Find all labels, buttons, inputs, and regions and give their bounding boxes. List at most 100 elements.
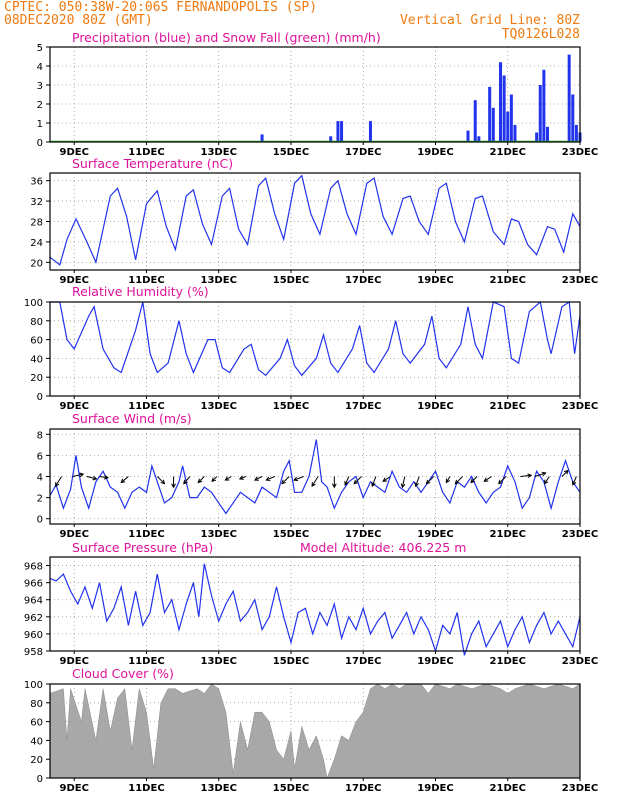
pressure-ytick-label: 966 [24, 579, 43, 590]
wind-arrow [544, 476, 550, 484]
cloud-xtick-label: 9DEC [59, 783, 88, 794]
cloud-xtick-label: 17DEC [345, 783, 381, 794]
pressure-subtitle: Model Altitude: 406.225 m [300, 540, 466, 555]
wind-arrow [470, 476, 478, 483]
pressure-line [49, 563, 581, 656]
cloud-ytick-label: 0 [37, 774, 43, 785]
cloud-area [49, 683, 581, 779]
wind-arrow-head [79, 472, 85, 478]
pressure-xtick-label: 17DEC [345, 656, 381, 667]
cloud-xtick-label: 13DEC [201, 783, 237, 794]
wind-arrow [498, 476, 507, 485]
wind-arrow-head [92, 475, 98, 481]
wind-arrow-head [571, 480, 577, 486]
precip-bar [513, 124, 517, 142]
precip-bar [574, 124, 578, 142]
wind-arrow-head [483, 477, 489, 482]
wind-arrow-head [425, 479, 431, 485]
header-station: CPTEC: 050:38W-20:06S FERNANDOPOLIS (SP) [4, 0, 317, 15]
cloud-ytick-label: 40 [30, 736, 43, 747]
precip-bar [340, 121, 344, 142]
precip-ytick-label: 3 [37, 81, 43, 92]
rh-xtick-label: 23DEC [562, 401, 598, 412]
temp-xtick-label: 11DEC [128, 275, 164, 286]
wind-arrow-head [238, 475, 244, 480]
precip-xtick-label: 11DEC [128, 147, 164, 158]
wind-arrow [225, 476, 232, 481]
temp-title: Surface Temperature (nC) [72, 156, 233, 171]
rh-ytick-label: 80 [30, 317, 43, 328]
wind-arrow-head [563, 469, 569, 475]
precip-bar [567, 54, 571, 142]
rh-ytick-label: 20 [30, 373, 43, 384]
wind-arrow-head [470, 478, 476, 484]
precip-ytick-label: 4 [37, 62, 43, 73]
precip-ytick-label: 1 [37, 119, 43, 130]
wind-arrow [72, 473, 84, 477]
wind-arrow-head [543, 479, 549, 485]
wind-arrow [415, 476, 420, 487]
wind-arrow [344, 476, 350, 486]
wind-arrow-head [331, 483, 337, 489]
wind-arrow [382, 476, 391, 482]
wind-arrow [254, 476, 263, 481]
cloud-xtick-label: 23DEC [562, 783, 598, 794]
rh-xtick-label: 13DEC [201, 401, 237, 412]
wind-ytick-label: 0 [37, 515, 43, 526]
cloud-ytick-label: 100 [24, 680, 43, 691]
wind-arrow-head [527, 473, 533, 479]
wind-xtick-label: 19DEC [417, 529, 453, 540]
wind-arrow [55, 476, 62, 487]
cloud-title: Cloud Cover (%) [72, 666, 174, 681]
wind-arrow [455, 476, 463, 485]
precip-bar [477, 136, 481, 142]
wind-arrow [156, 476, 165, 485]
rh-ytick-label: 100 [24, 298, 43, 309]
cloud-xtick-label: 11DEC [128, 783, 164, 794]
pressure-xtick-label: 13DEC [201, 656, 237, 667]
pressure-ytick-label: 960 [24, 630, 43, 641]
wind-arrow [266, 476, 275, 481]
cloud-ytick-label: 20 [30, 755, 43, 766]
wind-arrow-head [497, 479, 503, 485]
rh-xtick-label: 9DEC [59, 401, 88, 412]
cloud-xtick-label: 15DEC [273, 783, 309, 794]
wind-xtick-label: 11DEC [128, 529, 164, 540]
pressure-xtick-label: 11DEC [128, 656, 164, 667]
precip-bar [538, 85, 542, 142]
temp-ytick-label: 32 [30, 197, 43, 208]
temp-ytick-label: 36 [30, 177, 43, 188]
precip-bar [336, 121, 340, 142]
pressure-xtick-label: 23DEC [562, 656, 598, 667]
precip-xtick-label: 21DEC [490, 147, 526, 158]
wind-xtick-label: 13DEC [201, 529, 237, 540]
wind-arrow-head [454, 479, 460, 485]
rh-xtick-label: 15DEC [273, 401, 309, 412]
pressure-xtick-label: 19DEC [417, 656, 453, 667]
precip-xtick-label: 9DEC [59, 147, 88, 158]
wind-arrow [561, 470, 569, 477]
precip-bar [545, 126, 549, 142]
wind-xtick-label: 17DEC [345, 529, 381, 540]
temp-xtick-label: 15DEC [273, 275, 309, 286]
wind-arrow-head [160, 479, 166, 485]
wind-arrow [239, 476, 247, 480]
temp-ytick-label: 24 [30, 238, 43, 249]
wind-arrow-head [541, 471, 547, 477]
wind-arrow [293, 476, 304, 481]
precip-bar [535, 132, 539, 142]
precip-ytick-label: 0 [37, 138, 43, 149]
wind-arrow-head [224, 476, 230, 481]
wind-arrow-head [400, 483, 406, 489]
wind-xtick-label: 21DEC [490, 529, 526, 540]
wind-ytick-label: 6 [37, 451, 43, 462]
wind-arrow-head [211, 477, 217, 483]
wind-title: Surface Wind (m/s) [72, 411, 192, 426]
precip-bar [491, 107, 495, 142]
temp-ytick-label: 28 [30, 218, 43, 229]
cloud-frame [49, 683, 581, 779]
wind-arrow [183, 476, 191, 485]
wind-arrow-head [371, 482, 376, 488]
wind-ytick-label: 8 [37, 430, 43, 441]
